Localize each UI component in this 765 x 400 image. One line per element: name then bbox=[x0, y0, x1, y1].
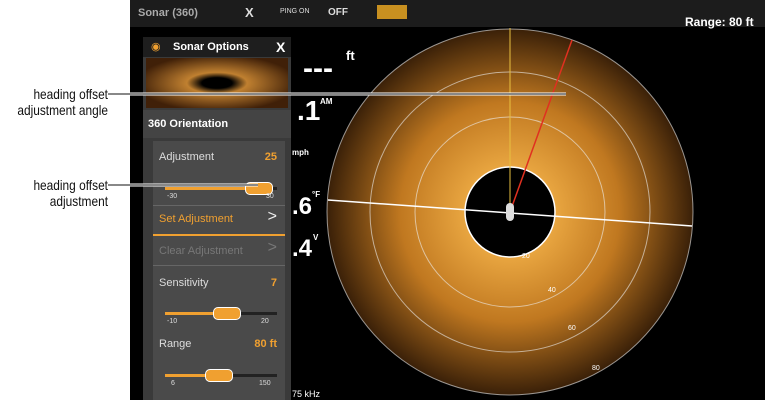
label: Range bbox=[159, 338, 192, 350]
readout: .1 bbox=[297, 95, 321, 126]
max: 20 bbox=[261, 318, 269, 325]
value: 25 bbox=[264, 151, 277, 163]
panel-close[interactable]: X bbox=[276, 39, 286, 55]
clear-adjustment[interactable]: Clear Adjustment > bbox=[153, 237, 285, 266]
slider-thumb[interactable] bbox=[205, 369, 233, 382]
slider-fill bbox=[165, 312, 227, 315]
section-header: 360 Orientation bbox=[143, 110, 291, 138]
arrow: > bbox=[267, 239, 277, 256]
ring-label: 20 bbox=[522, 253, 530, 260]
unit: mph bbox=[292, 148, 309, 157]
sensitivity-row: Sensitivity 7 bbox=[153, 277, 285, 289]
section-title: 360 Orientation bbox=[148, 118, 229, 130]
line: adjustment angle bbox=[17, 102, 108, 118]
annotation: heading offset adjustment bbox=[16, 177, 108, 209]
value: 80 ft bbox=[254, 338, 277, 350]
annotation: heading offset adjustment angle bbox=[16, 86, 108, 118]
close[interactable]: X bbox=[245, 5, 254, 20]
icon bbox=[377, 5, 407, 19]
eye-icon: ◉ bbox=[151, 41, 161, 53]
options-list bbox=[153, 141, 285, 400]
ring-label: 40 bbox=[548, 287, 556, 294]
slider-thumb[interactable] bbox=[213, 307, 241, 320]
sensitivity-slider[interactable] bbox=[165, 307, 277, 320]
value: 7 bbox=[270, 277, 277, 289]
readout: --- bbox=[303, 52, 333, 85]
readout: .4 bbox=[292, 235, 313, 262]
unit: °F bbox=[312, 190, 321, 199]
panel-header: ◉ Sonar Options X bbox=[143, 37, 291, 57]
range-slider[interactable] bbox=[165, 369, 277, 382]
label: Set Adjustment bbox=[159, 213, 233, 225]
unit: ft bbox=[346, 48, 355, 63]
sonar-view: 20 40 60 80 bbox=[326, 28, 694, 396]
line: heading offset bbox=[33, 86, 109, 102]
unit: V bbox=[313, 233, 319, 242]
offset-line bbox=[509, 39, 573, 213]
line: adjustment bbox=[49, 193, 108, 209]
panel-title: Sonar Options bbox=[173, 41, 249, 53]
title: Sonar (360) bbox=[138, 7, 198, 19]
readout: .6 bbox=[292, 193, 313, 220]
ping: PING ON bbox=[280, 8, 310, 15]
unit: AM bbox=[320, 97, 333, 106]
ring-label: 80 bbox=[592, 365, 600, 372]
arrow: > bbox=[267, 208, 277, 225]
set-adjustment[interactable]: Set Adjustment > bbox=[153, 205, 285, 236]
adjustment-row: Adjustment 25 bbox=[153, 151, 285, 163]
frequency: 75 kHz bbox=[292, 389, 321, 399]
min: 6 bbox=[171, 380, 175, 387]
label: Sensitivity bbox=[159, 277, 209, 289]
max: 30 bbox=[266, 193, 274, 200]
preview bbox=[146, 58, 288, 108]
boat-icon bbox=[506, 203, 514, 221]
line: heading offset bbox=[33, 177, 109, 193]
max: 150 bbox=[259, 380, 271, 387]
slider-fill bbox=[165, 187, 257, 190]
off[interactable]: OFF bbox=[328, 7, 348, 18]
ring-label: 60 bbox=[568, 325, 576, 332]
min: -30 bbox=[167, 193, 178, 200]
adjustment-slider[interactable] bbox=[165, 182, 277, 195]
min: -10 bbox=[167, 318, 178, 325]
label: Adjustment bbox=[159, 151, 215, 163]
slider-fill bbox=[165, 374, 219, 377]
range: Range: 80 ft bbox=[685, 15, 754, 29]
options-panel: ◉ Sonar Options X 360 Orientation Adjust… bbox=[143, 37, 291, 400]
label: Clear Adjustment bbox=[159, 245, 243, 257]
range-row: Range 80 ft bbox=[153, 338, 285, 350]
top-bar: Sonar (360) X PING ON OFF Range: 80 ft bbox=[130, 0, 765, 29]
